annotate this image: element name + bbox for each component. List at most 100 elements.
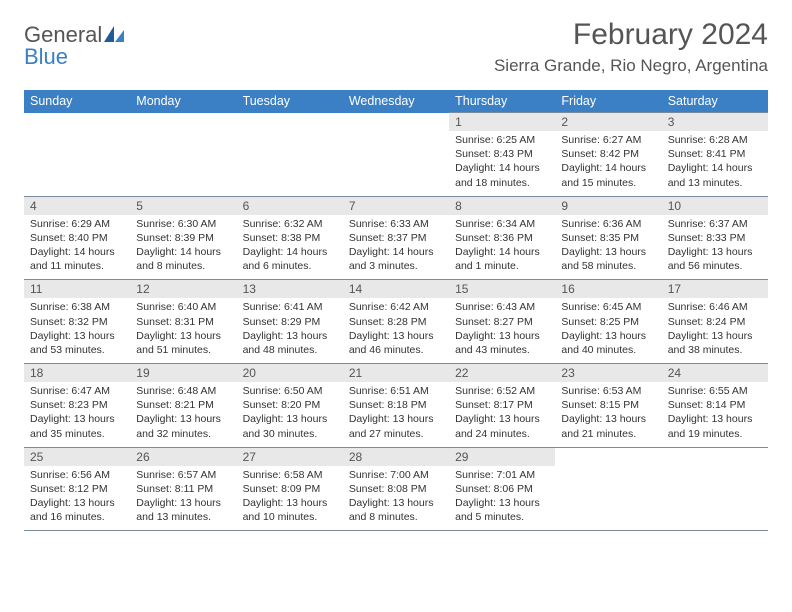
day-content-row: Sunrise: 6:25 AMSunset: 8:43 PMDaylight:… <box>24 131 768 196</box>
daylight-line: Daylight: 13 hours and 5 minutes. <box>455 496 549 524</box>
sunrise-line: Sunrise: 6:48 AM <box>136 384 230 398</box>
daylight-line: Daylight: 13 hours and 8 minutes. <box>349 496 443 524</box>
sunrise-line: Sunrise: 6:40 AM <box>136 300 230 314</box>
sunrise-line: Sunrise: 6:58 AM <box>243 468 337 482</box>
sunrise-line: Sunrise: 6:28 AM <box>668 133 762 147</box>
sunset-line: Sunset: 8:09 PM <box>243 482 337 496</box>
daylight-line: Daylight: 14 hours and 8 minutes. <box>136 245 230 273</box>
sunset-line: Sunset: 8:24 PM <box>668 315 762 329</box>
day-cell: Sunrise: 6:52 AMSunset: 8:17 PMDaylight:… <box>449 382 555 447</box>
day-cell: Sunrise: 6:34 AMSunset: 8:36 PMDaylight:… <box>449 215 555 280</box>
sunrise-line: Sunrise: 6:57 AM <box>136 468 230 482</box>
day-number: 5 <box>130 196 236 215</box>
daylight-line: Daylight: 13 hours and 16 minutes. <box>30 496 124 524</box>
weekday-header: Friday <box>555 90 661 113</box>
day-number: 6 <box>237 196 343 215</box>
sunrise-line: Sunrise: 6:36 AM <box>561 217 655 231</box>
daylight-line: Daylight: 13 hours and 10 minutes. <box>243 496 337 524</box>
daylight-line: Daylight: 13 hours and 24 minutes. <box>455 412 549 440</box>
daylight-line: Daylight: 13 hours and 35 minutes. <box>30 412 124 440</box>
sunrise-line: Sunrise: 6:53 AM <box>561 384 655 398</box>
day-number: 11 <box>24 280 130 299</box>
day-cell: Sunrise: 6:48 AMSunset: 8:21 PMDaylight:… <box>130 382 236 447</box>
day-number: 27 <box>237 447 343 466</box>
sunset-line: Sunset: 8:23 PM <box>30 398 124 412</box>
day-cell: Sunrise: 6:29 AMSunset: 8:40 PMDaylight:… <box>24 215 130 280</box>
sunrise-line: Sunrise: 7:01 AM <box>455 468 549 482</box>
weekday-header: Saturday <box>662 90 768 113</box>
empty-cell <box>237 113 343 132</box>
empty-cell <box>237 131 343 196</box>
weekday-header: Monday <box>130 90 236 113</box>
daylight-line: Daylight: 13 hours and 51 minutes. <box>136 329 230 357</box>
day-cell: Sunrise: 6:51 AMSunset: 8:18 PMDaylight:… <box>343 382 449 447</box>
empty-cell <box>555 447 661 466</box>
day-number-row: 11121314151617 <box>24 280 768 299</box>
sunset-line: Sunset: 8:38 PM <box>243 231 337 245</box>
day-cell: Sunrise: 6:58 AMSunset: 8:09 PMDaylight:… <box>237 466 343 531</box>
daylight-line: Daylight: 13 hours and 56 minutes. <box>668 245 762 273</box>
sunrise-line: Sunrise: 6:41 AM <box>243 300 337 314</box>
day-number: 17 <box>662 280 768 299</box>
day-cell: Sunrise: 6:50 AMSunset: 8:20 PMDaylight:… <box>237 382 343 447</box>
daylight-line: Daylight: 14 hours and 13 minutes. <box>668 161 762 189</box>
sunset-line: Sunset: 8:39 PM <box>136 231 230 245</box>
day-cell: Sunrise: 6:36 AMSunset: 8:35 PMDaylight:… <box>555 215 661 280</box>
day-number: 12 <box>130 280 236 299</box>
brand-logo: GeneralBlue <box>24 24 124 68</box>
sunset-line: Sunset: 8:25 PM <box>561 315 655 329</box>
day-content-row: Sunrise: 6:29 AMSunset: 8:40 PMDaylight:… <box>24 215 768 280</box>
sail-icon <box>104 22 124 47</box>
day-number: 15 <box>449 280 555 299</box>
sunset-line: Sunset: 8:15 PM <box>561 398 655 412</box>
day-cell: Sunrise: 7:00 AMSunset: 8:08 PMDaylight:… <box>343 466 449 531</box>
sunset-line: Sunset: 8:28 PM <box>349 315 443 329</box>
empty-cell <box>343 113 449 132</box>
day-number: 20 <box>237 364 343 383</box>
day-cell: Sunrise: 6:56 AMSunset: 8:12 PMDaylight:… <box>24 466 130 531</box>
day-number: 21 <box>343 364 449 383</box>
day-cell: Sunrise: 6:30 AMSunset: 8:39 PMDaylight:… <box>130 215 236 280</box>
day-number: 26 <box>130 447 236 466</box>
daylight-line: Daylight: 13 hours and 46 minutes. <box>349 329 443 357</box>
day-number: 29 <box>449 447 555 466</box>
sunrise-line: Sunrise: 6:38 AM <box>30 300 124 314</box>
day-cell: Sunrise: 6:41 AMSunset: 8:29 PMDaylight:… <box>237 298 343 363</box>
weekday-header: Thursday <box>449 90 555 113</box>
day-cell: Sunrise: 6:28 AMSunset: 8:41 PMDaylight:… <box>662 131 768 196</box>
sunrise-line: Sunrise: 6:34 AM <box>455 217 549 231</box>
sunset-line: Sunset: 8:35 PM <box>561 231 655 245</box>
daylight-line: Daylight: 14 hours and 3 minutes. <box>349 245 443 273</box>
sunrise-line: Sunrise: 6:50 AM <box>243 384 337 398</box>
sunset-line: Sunset: 8:08 PM <box>349 482 443 496</box>
sunrise-line: Sunrise: 6:42 AM <box>349 300 443 314</box>
daylight-line: Daylight: 13 hours and 30 minutes. <box>243 412 337 440</box>
sunset-line: Sunset: 8:37 PM <box>349 231 443 245</box>
day-number-row: 18192021222324 <box>24 364 768 383</box>
sunset-line: Sunset: 8:14 PM <box>668 398 762 412</box>
empty-cell <box>662 447 768 466</box>
calendar-table: SundayMondayTuesdayWednesdayThursdayFrid… <box>24 90 768 531</box>
day-cell: Sunrise: 6:37 AMSunset: 8:33 PMDaylight:… <box>662 215 768 280</box>
day-content-row: Sunrise: 6:47 AMSunset: 8:23 PMDaylight:… <box>24 382 768 447</box>
weekday-header: Wednesday <box>343 90 449 113</box>
weekday-header: Sunday <box>24 90 130 113</box>
weekday-header-row: SundayMondayTuesdayWednesdayThursdayFrid… <box>24 90 768 113</box>
sunrise-line: Sunrise: 6:52 AM <box>455 384 549 398</box>
sunset-line: Sunset: 8:40 PM <box>30 231 124 245</box>
day-number: 24 <box>662 364 768 383</box>
page-header: GeneralBlue February 2024 Sierra Grande,… <box>24 18 768 76</box>
brand-text: GeneralBlue <box>24 24 124 68</box>
day-number: 1 <box>449 113 555 132</box>
daylight-line: Daylight: 13 hours and 32 minutes. <box>136 412 230 440</box>
day-number-row: 2526272829 <box>24 447 768 466</box>
day-cell: Sunrise: 6:33 AMSunset: 8:37 PMDaylight:… <box>343 215 449 280</box>
day-cell: Sunrise: 6:42 AMSunset: 8:28 PMDaylight:… <box>343 298 449 363</box>
daylight-line: Daylight: 13 hours and 58 minutes. <box>561 245 655 273</box>
day-number: 19 <box>130 364 236 383</box>
daylight-line: Daylight: 14 hours and 15 minutes. <box>561 161 655 189</box>
day-cell: Sunrise: 6:25 AMSunset: 8:43 PMDaylight:… <box>449 131 555 196</box>
day-cell: Sunrise: 6:47 AMSunset: 8:23 PMDaylight:… <box>24 382 130 447</box>
day-cell: Sunrise: 6:46 AMSunset: 8:24 PMDaylight:… <box>662 298 768 363</box>
day-cell: Sunrise: 6:45 AMSunset: 8:25 PMDaylight:… <box>555 298 661 363</box>
